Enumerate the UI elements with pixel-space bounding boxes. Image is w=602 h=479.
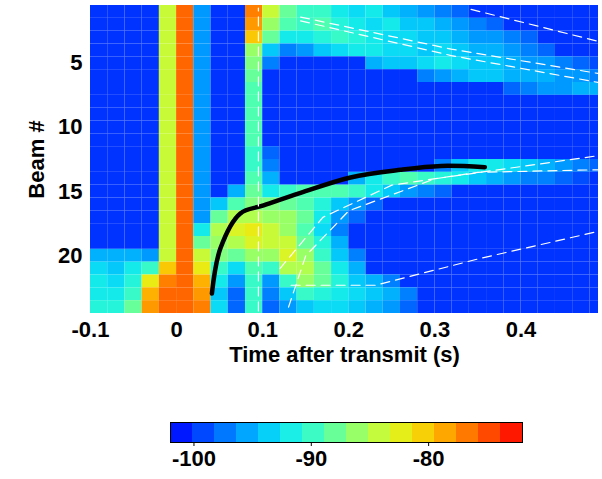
svg-text:10: 10 (58, 114, 82, 139)
svg-text:-90: -90 (295, 446, 327, 471)
svg-text:0.2: 0.2 (334, 317, 365, 342)
svg-text:Beam #: Beam # (24, 120, 49, 198)
svg-text:20: 20 (58, 243, 82, 268)
svg-text:Time after transmit (s): Time after transmit (s) (229, 342, 460, 367)
svg-text:0.1: 0.1 (247, 317, 278, 342)
svg-text:0: 0 (170, 317, 182, 342)
svg-text:-80: -80 (413, 446, 445, 471)
svg-text:0.4: 0.4 (506, 317, 537, 342)
svg-text:0.3: 0.3 (420, 317, 451, 342)
svg-text:5: 5 (70, 50, 82, 75)
svg-text:15: 15 (58, 179, 82, 204)
svg-text:-100: -100 (172, 446, 216, 471)
svg-text:-0.1: -0.1 (72, 317, 110, 342)
